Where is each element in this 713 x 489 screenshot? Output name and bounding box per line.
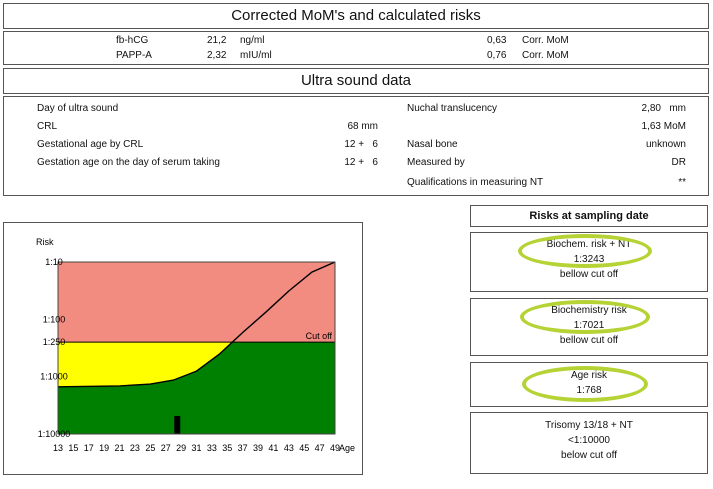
x-tick-label: 43	[284, 443, 294, 453]
y-tick-label: 1:100	[43, 314, 66, 324]
x-tick-label: 29	[176, 443, 186, 453]
x-tick-label: 33	[207, 443, 217, 453]
us-value: 2,80 mm	[641, 103, 686, 114]
risk-note: bellow cut off	[559, 269, 619, 280]
risk-value: <1:10000	[568, 435, 610, 446]
risk-note: bellow cut off	[559, 335, 619, 346]
x-tick-label: 21	[115, 443, 125, 453]
highlight-ring	[518, 234, 652, 268]
marker-unit: mIU/ml	[240, 50, 272, 61]
us-label: CRL	[37, 121, 58, 132]
y-tick-label: 1:10	[45, 257, 63, 267]
x-tick-label: 15	[68, 443, 78, 453]
us-value: 1,63 MoM	[641, 121, 686, 132]
us-value: **	[678, 177, 686, 188]
us-value: unknown	[645, 139, 686, 150]
x-tick-label: 37	[238, 443, 248, 453]
us-label: Nuchal translucency	[407, 103, 498, 114]
us-label: Nasal bone	[407, 139, 458, 150]
x-axis-label: Age	[339, 443, 355, 453]
us-value: 12 + 6	[344, 157, 378, 168]
marker-mom: 0,76	[487, 50, 507, 61]
highlight-ring	[522, 366, 648, 402]
age-risk-curve	[57, 261, 336, 388]
y-tick-label: 1:250	[43, 337, 66, 347]
marker-mom: 0,63	[487, 35, 507, 46]
y-tick-label: 1:1000	[40, 372, 68, 382]
risk-chart-svg: Risk 1:10 1:100 1:250 1:1000 1:10000 13 15 17 19 2…	[36, 237, 355, 453]
marker-mom-label: Corr. MoM	[522, 35, 569, 46]
x-tick-label: 17	[84, 443, 94, 453]
marker-mom-label: Corr. MoM	[522, 50, 569, 61]
ultrasound-panel: Day of ultra sound CRL 68 mm Gestational…	[3, 96, 709, 196]
risks-header: Risks at sampling date	[470, 205, 708, 227]
x-tick-label: 49	[330, 443, 340, 453]
risks-title: Risks at sampling date	[529, 210, 649, 222]
marker-unit: ng/ml	[240, 35, 265, 46]
risk-note: below cut off	[561, 450, 617, 461]
corrected-header: Corrected MoM's and calculated risks	[3, 3, 709, 29]
patient-age-marker	[174, 416, 181, 434]
us-label: Qualifications in measuring NT	[407, 177, 544, 188]
ultrasound-title: Ultra sound data	[300, 72, 412, 89]
risk-box-trisomy: Trisomy 13/18 + NT <1:10000 below cut of…	[470, 412, 708, 474]
intermediate-risk-zone	[58, 342, 233, 387]
age-risk-chart: Risk 1:10 1:100 1:250 1:1000 1:10000 13 15 17 19 2…	[3, 222, 363, 475]
risk-name: Trisomy 13/18 + NT	[545, 420, 633, 431]
x-tick-label: 35	[222, 443, 232, 453]
plot-frame	[57, 261, 336, 435]
x-tick-label: 19	[99, 443, 109, 453]
us-label: Measured by	[407, 157, 465, 168]
x-tick-label: 23	[130, 443, 140, 453]
x-tick-label: 39	[253, 443, 263, 453]
us-label: Gestation age on the day of serum taking	[37, 157, 220, 168]
x-tick-label: 41	[268, 443, 278, 453]
high-risk-zone	[58, 262, 335, 343]
x-tick-label: 25	[145, 443, 155, 453]
us-label: Day of ultra sound	[37, 103, 119, 114]
y-tick-label: 1:10000	[38, 429, 71, 439]
highlight-ring	[520, 300, 650, 334]
y-axis-label: Risk	[36, 237, 54, 247]
us-value: DR	[671, 157, 686, 168]
x-tick-label: 45	[299, 443, 309, 453]
x-tick-label: 13	[53, 443, 63, 453]
ultrasound-header: Ultra sound data	[3, 68, 709, 94]
marker-name: PAPP-A	[116, 50, 152, 61]
x-tick-label: 31	[191, 443, 201, 453]
corrected-title: Corrected MoM's and calculated risks	[231, 7, 481, 24]
us-label: Gestational age by CRL	[37, 139, 144, 150]
marker-name: fb-hCG	[116, 35, 149, 46]
us-value: 68 mm	[347, 121, 378, 132]
x-tick-label: 47	[315, 443, 325, 453]
x-tick-label: 27	[161, 443, 171, 453]
marker-value: 21,2	[207, 35, 227, 46]
us-value: 12 + 6	[344, 139, 378, 150]
marker-value: 2,32	[207, 50, 227, 61]
cutoff-label: Cut off	[306, 331, 333, 341]
corrected-values-panel: fb-hCG 21,2 ng/ml 0,63 Corr. MoM PAPP-A …	[3, 31, 709, 65]
